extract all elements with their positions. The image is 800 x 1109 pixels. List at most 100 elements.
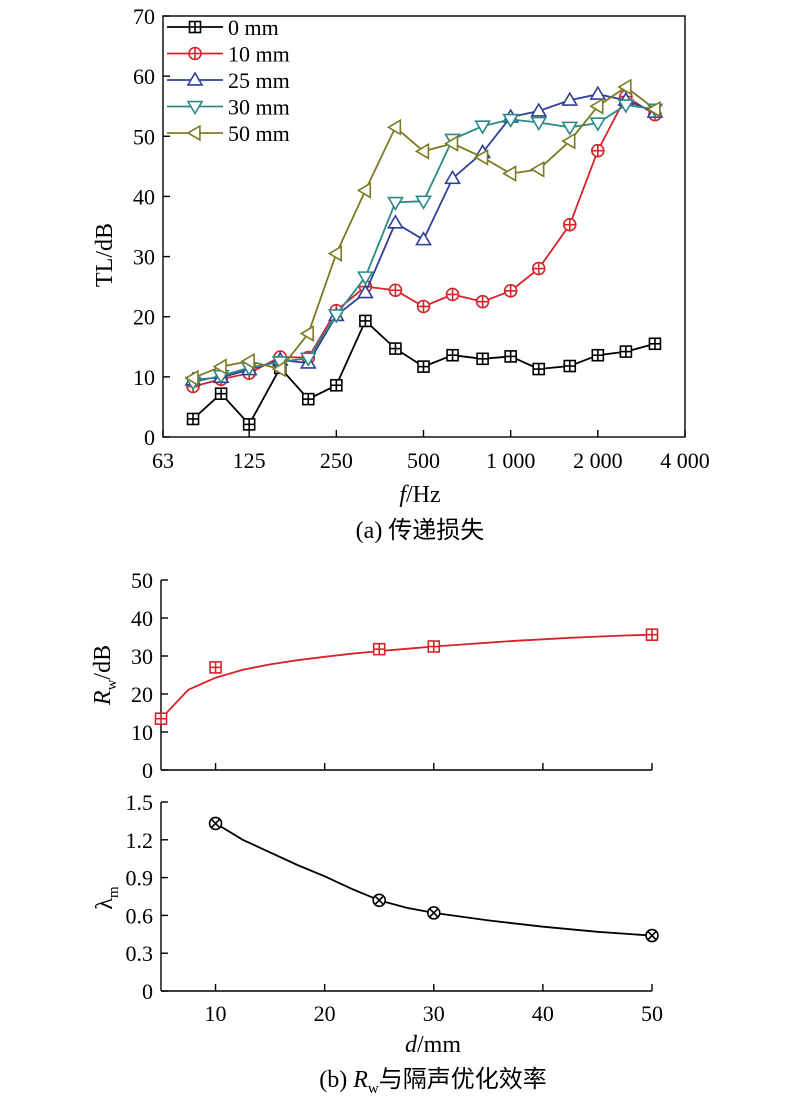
- legend-item: 50 mm: [167, 121, 290, 146]
- y-tick-label: 1.5: [126, 790, 154, 815]
- series-0-mm: [186, 314, 662, 431]
- y-tick-label: 0.6: [126, 903, 154, 928]
- legend-item: 0 mm: [167, 15, 279, 40]
- series-10-mm-point: [416, 299, 431, 314]
- series-0-mm-point: [301, 392, 315, 406]
- series-50-mm: [184, 78, 661, 387]
- legend-label: 25 mm: [228, 68, 290, 93]
- y-tick-label: 1.2: [126, 828, 154, 853]
- series-0-mm-point: [619, 345, 633, 358]
- series-0-mm-point: [532, 362, 546, 376]
- series-50-mm-point: [502, 165, 517, 182]
- rw-point: [645, 628, 659, 642]
- rw-point: [372, 642, 386, 656]
- x-tick-label: 40: [532, 1001, 554, 1026]
- legend-label: 10 mm: [228, 42, 290, 67]
- series-25-mm-point: [589, 85, 607, 100]
- y-tick-label: 10: [131, 720, 153, 745]
- series-50-mm-point: [327, 245, 343, 262]
- series-50-mm-point: [271, 360, 286, 378]
- x-tick-label: 250: [320, 448, 353, 473]
- y-tick-label: 0.9: [126, 866, 154, 891]
- series-10-mm-point: [475, 294, 490, 309]
- series-0-mm-point: [476, 352, 489, 366]
- y-tick-label: 20: [133, 305, 155, 330]
- y-tick-label: 70: [133, 4, 155, 29]
- series-30-mm-point: [530, 116, 548, 132]
- series-25-mm-point: [415, 231, 432, 246]
- lambda-point: [426, 906, 441, 920]
- series-30-mm-point: [561, 121, 579, 136]
- series-0-mm-point: [242, 418, 256, 431]
- series-50-mm-point: [443, 135, 459, 152]
- y-axis-label-rw: Rw/dB: [90, 645, 120, 706]
- legend-item: 10 mm: [167, 42, 290, 67]
- rw-point: [209, 661, 222, 674]
- caption-b: (b) Rw与隔声优化效率: [319, 1066, 547, 1097]
- x-tick-label: 63: [152, 448, 174, 473]
- y-axis-label-lambda: λm: [92, 886, 122, 910]
- series-30-mm-point: [589, 117, 607, 132]
- series-50-mm-point: [530, 160, 545, 178]
- y-tick-label: 10: [133, 365, 155, 390]
- y-tick-label: 30: [131, 644, 153, 669]
- legend-label: 30 mm: [228, 95, 290, 120]
- rw-fit-curve: [160, 633, 653, 720]
- series-0-mm-point: [186, 412, 200, 426]
- series-50-mm-point: [212, 358, 227, 376]
- series-25-mm-point: [356, 284, 374, 299]
- series-10-mm-point: [591, 143, 605, 158]
- series-0-mm-point: [417, 360, 430, 373]
- x-tick-label: 30: [423, 1001, 445, 1026]
- x-tick-label: 10: [205, 1001, 227, 1026]
- series-0-mm-point: [359, 314, 372, 328]
- series-50-mm-point: [646, 100, 661, 118]
- series-0-mm-point: [330, 378, 343, 392]
- x-tick-label: 20: [314, 1001, 336, 1026]
- series-50-mm-point: [561, 132, 576, 150]
- y-tick-label: 50: [133, 124, 155, 149]
- x-tick-label: 1 000: [486, 448, 536, 473]
- rw-point: [427, 640, 441, 653]
- y-tick-label: 0: [144, 425, 155, 450]
- legend-marker: [188, 20, 202, 34]
- series-50-mm-point: [184, 369, 199, 387]
- x-tick-label: 500: [407, 448, 440, 473]
- series-25-mm-point: [561, 91, 579, 106]
- series-0-mm-point: [563, 359, 577, 373]
- legend-marker: [188, 46, 202, 61]
- series-50-mm-point: [386, 118, 402, 136]
- series-50-mm-point: [474, 148, 489, 166]
- series-50-mm-point: [356, 182, 372, 199]
- series-30-mm-point: [415, 195, 432, 210]
- series-0-mm-point: [504, 350, 517, 363]
- x-tick-label: 2 000: [573, 448, 623, 473]
- series-10-mm-point: [445, 287, 460, 302]
- series-0-mm-point: [214, 387, 228, 400]
- series-50-mm-point: [240, 352, 255, 370]
- lambda-point: [208, 816, 223, 831]
- legend-item: 30 mm: [167, 95, 290, 120]
- chart-lambda: 0 0.3 0.6 0.9 1.2 1.5 10 20 30 40 50 λm d/mm (b) R…: [92, 790, 663, 1097]
- y-tick-label: 0: [142, 979, 153, 1004]
- series-50-mm-point: [414, 142, 430, 160]
- y-tick-label: 50: [131, 568, 153, 593]
- x-tick-label: 50: [641, 1001, 663, 1026]
- legend-marker: [186, 100, 204, 116]
- series-10-mm-point: [531, 261, 546, 276]
- series-30-mm-point: [474, 120, 492, 135]
- y-tick-label: 40: [131, 606, 153, 631]
- y-axis-label-tl: TL/dB: [92, 223, 118, 287]
- y-tick-label: 0: [142, 758, 153, 783]
- series-0-mm-point: [648, 337, 662, 351]
- series-10-mm-point: [503, 284, 518, 298]
- x-axis-label-d: d/mm: [405, 1032, 461, 1058]
- legend-marker: [186, 124, 201, 142]
- series-30-mm-point: [299, 352, 317, 367]
- series-25-mm-point: [444, 169, 461, 185]
- chart-rw: 0 10 20 30 40 50 Rw/dB: [90, 568, 659, 783]
- series-30-mm-point: [387, 196, 404, 212]
- series-25-mm-point: [530, 102, 548, 117]
